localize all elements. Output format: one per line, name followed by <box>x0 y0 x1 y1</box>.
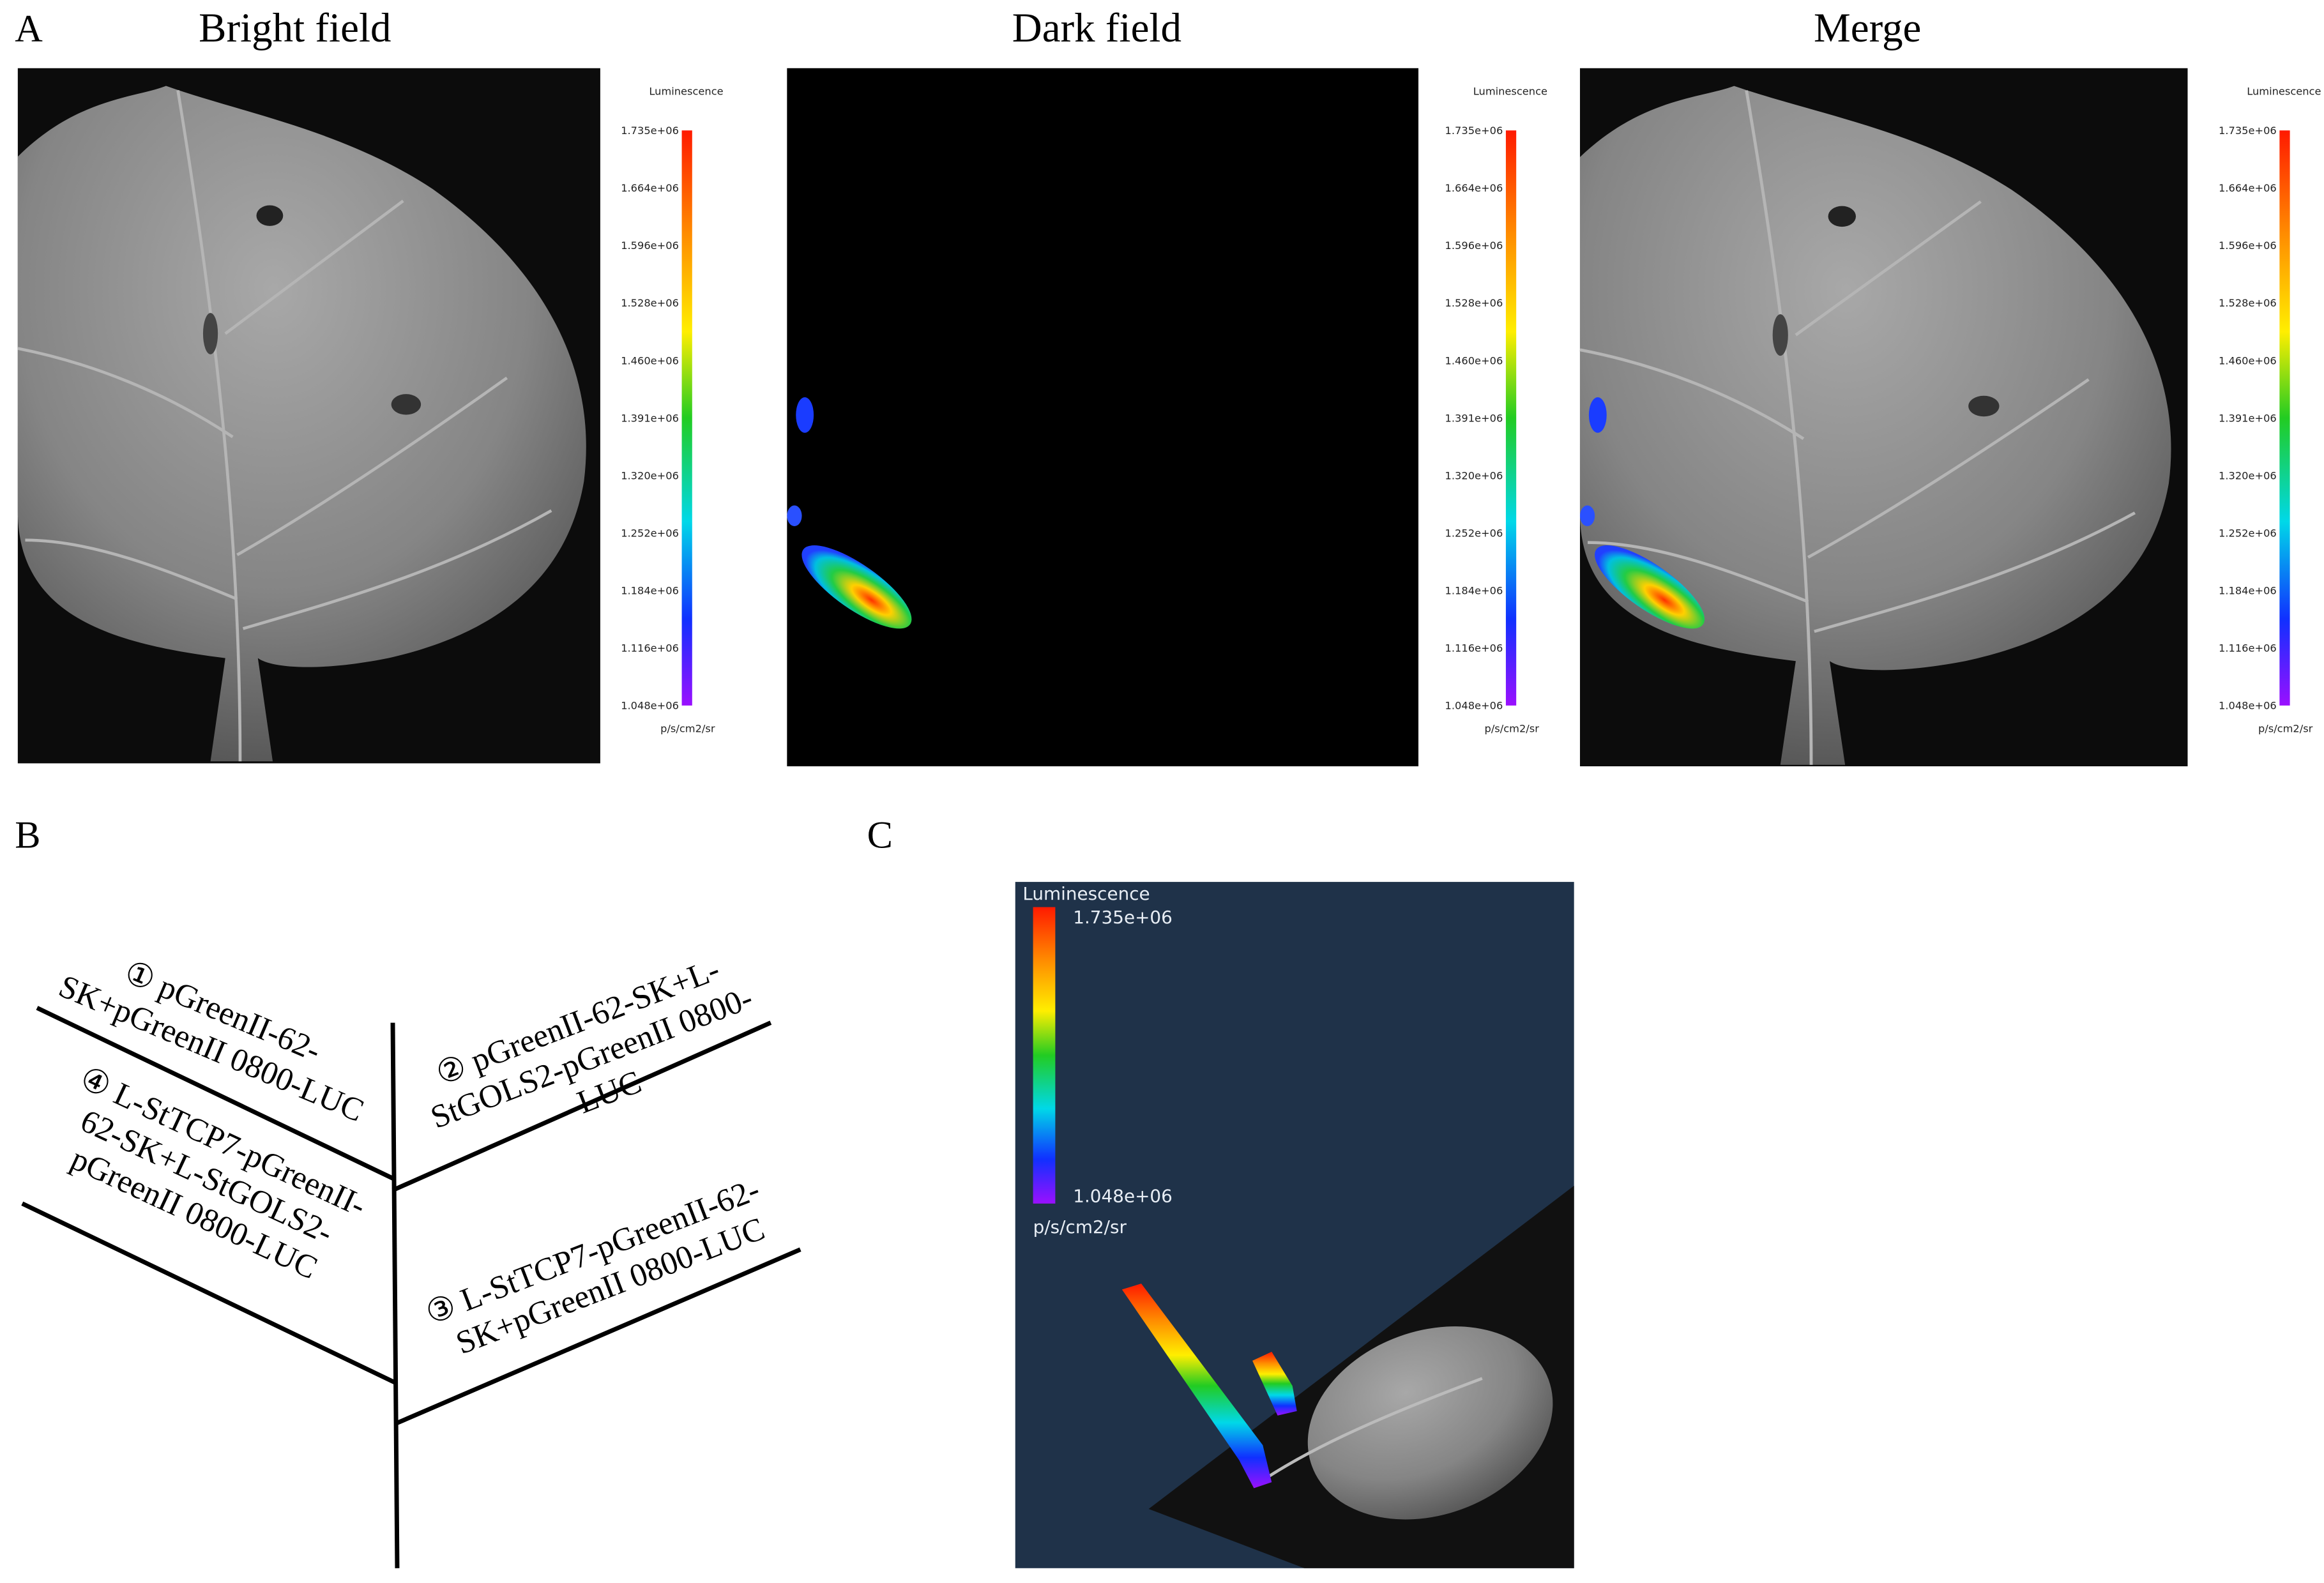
colorbar-tick-label: 1.116e+06 <box>1445 642 1503 655</box>
colorbar-tick-label: 1.735e+06 <box>621 125 679 137</box>
colorbar-min: 1.048e+06 <box>1073 1185 1173 1206</box>
colorbar-tick-label: 1.528e+06 <box>1445 297 1503 309</box>
colorbar-title: Luminescence <box>649 86 723 98</box>
bright-field-image <box>18 68 600 764</box>
rect-shape <box>787 68 1418 767</box>
path-shape <box>1259 1377 1483 1484</box>
rect-shape <box>1033 907 1056 1204</box>
polygon-shape <box>1121 1284 1272 1488</box>
colorbar <box>681 130 692 706</box>
colorbar-tick-label: 1.664e+06 <box>2219 182 2277 194</box>
line-shape <box>21 1201 397 1385</box>
colorbar-tick-label: 1.735e+06 <box>1445 125 1503 137</box>
colorbar-tick-label: 1.596e+06 <box>2219 239 2277 252</box>
image-title: Bright field <box>199 5 391 51</box>
colorbar-title: Luminescence <box>1022 883 1150 904</box>
colorbar-tick-label: 1.664e+06 <box>1445 182 1503 194</box>
colorbar-tick-label: 1.252e+06 <box>2219 527 2277 539</box>
line-shape <box>390 1022 400 1568</box>
colorbar-tick-label: 1.048e+06 <box>1445 700 1503 712</box>
line-shape <box>396 1247 801 1425</box>
colorbar-tick-label: 1.320e+06 <box>1445 469 1503 481</box>
colorbar-tick-label: 1.048e+06 <box>2219 700 2277 712</box>
colorbar-tick-label: 1.116e+06 <box>2219 642 2277 655</box>
3d-render: Luminescence 1.735e+06 1.048e+06 p/s/cm2… <box>1015 882 1574 1568</box>
colorbar-tick-label: 1.184e+06 <box>1445 585 1503 597</box>
colorbar-tick-label: 1.391e+06 <box>621 412 679 424</box>
dark-field-image <box>787 68 1418 767</box>
colorbar-tick-label: 1.184e+06 <box>621 585 679 597</box>
colorbar-title: Luminescence <box>2247 86 2321 98</box>
colorbar-unit: p/s/cm2/sr <box>2258 723 2313 735</box>
colorbar-tick-label: 1.252e+06 <box>1445 527 1503 539</box>
colorbar-tick-label: 1.596e+06 <box>1445 239 1503 252</box>
merge-image <box>1580 68 2188 766</box>
colorbar-tick-label: 1.252e+06 <box>621 527 679 539</box>
colorbar-tick-label: 1.528e+06 <box>2219 297 2277 309</box>
colorbar <box>2279 130 2290 706</box>
region-label: ③ L-StTCP7-pGreenII-62- SK+pGreenII 0800… <box>421 1168 786 1368</box>
colorbar-unit: p/s/cm2/sr <box>660 723 715 735</box>
panel-label: A <box>15 8 43 50</box>
colorbar-tick-label: 1.528e+06 <box>621 297 679 309</box>
colorbar-tick-label: 1.184e+06 <box>2219 585 2277 597</box>
colorbar-unit: p/s/cm2/sr <box>1033 1216 1127 1238</box>
colorbar <box>1505 130 1517 706</box>
colorbar-tick-label: 1.320e+06 <box>2219 469 2277 481</box>
ellipse-shape <box>1307 1326 1553 1520</box>
image-title: Merge <box>1814 5 1921 51</box>
leaf-diagram <box>21 1006 801 1568</box>
colorbar-unit: p/s/cm2/sr <box>1485 723 1540 735</box>
line-shape <box>391 1020 772 1193</box>
colorbar-tick-label: 1.460e+06 <box>2219 354 2277 367</box>
panel-label: C <box>867 814 893 857</box>
colorbar-tick-label: 1.596e+06 <box>621 239 679 252</box>
panel-label: B <box>15 814 40 857</box>
colorbar-max: 1.735e+06 <box>1073 907 1173 928</box>
colorbar-title: Luminescence <box>1473 86 1547 98</box>
region-label: ② pGreenII-62-SK+L- StGOLS2-pGreenII 080… <box>412 941 779 1172</box>
colorbars: Luminescence 1.735e+06 1.664e+06 1.596e+06 1… <box>621 86 2321 735</box>
colorbar-tick-label: 1.664e+06 <box>621 182 679 194</box>
line-shape <box>36 1006 394 1181</box>
colorbar-tick-label: 1.391e+06 <box>2219 412 2277 424</box>
colorbar-tick-label: 1.048e+06 <box>621 700 679 712</box>
colorbar-tick-label: 1.735e+06 <box>2219 125 2277 137</box>
polygon-shape <box>1252 1351 1297 1416</box>
colorbar-tick-label: 1.460e+06 <box>1445 354 1503 367</box>
image-title: Dark field <box>1012 5 1181 51</box>
colorbar-tick-label: 1.391e+06 <box>1445 412 1503 424</box>
colorbar-tick-label: 1.460e+06 <box>621 354 679 367</box>
colorbar-tick-label: 1.116e+06 <box>621 642 679 655</box>
colorbar-tick-label: 1.320e+06 <box>621 469 679 481</box>
